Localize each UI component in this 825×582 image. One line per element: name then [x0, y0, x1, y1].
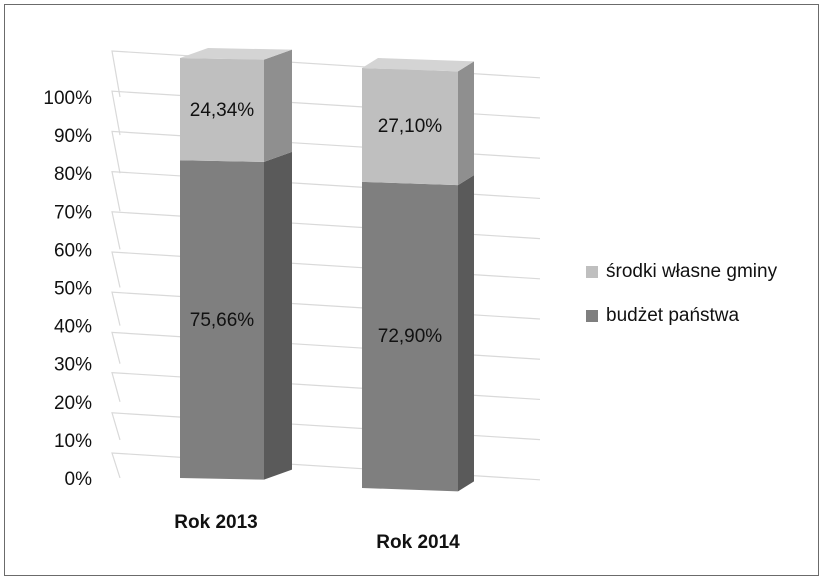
y-tick-label: 90% — [54, 126, 92, 147]
y-tick-label: 50% — [54, 279, 92, 300]
y-tick-label: 60% — [54, 240, 92, 261]
legend-label: budżet państwa — [606, 305, 740, 326]
y-tick-label: 30% — [54, 355, 92, 376]
data-label: 75,66% — [190, 310, 255, 331]
gridline — [111, 130, 541, 174]
legend-swatch — [586, 310, 598, 322]
gridline — [111, 371, 541, 402]
bar-side — [458, 175, 474, 492]
bar-segment — [362, 181, 458, 492]
x-tick-label: Rok 2014 — [376, 532, 460, 553]
x-tick-label: Rok 2013 — [174, 512, 257, 533]
data-labels: 75,66% 24,34% 72,90% 27,10% — [190, 100, 443, 347]
gridline — [111, 211, 541, 250]
bar-segment — [362, 68, 458, 186]
y-tick-label: 0% — [65, 469, 93, 490]
bar-segment — [180, 58, 264, 162]
legend: środki własne gminy budżet państwa — [586, 261, 778, 326]
y-tick-label: 40% — [54, 317, 92, 338]
y-tick-label: 80% — [54, 164, 92, 185]
data-label: 72,90% — [378, 326, 443, 347]
bar-top — [362, 58, 474, 72]
legend-swatch — [586, 266, 598, 278]
bar-top — [180, 48, 292, 60]
y-tick-label: 100% — [43, 88, 92, 109]
gridline — [111, 90, 541, 136]
bars — [180, 48, 474, 492]
data-label: 27,10% — [378, 116, 443, 137]
gridline — [111, 251, 541, 288]
bar-side — [264, 151, 292, 480]
gridline — [111, 50, 541, 98]
bar-side — [264, 49, 292, 162]
legend-label: środki własne gminy — [606, 261, 778, 282]
data-label: 24,34% — [190, 100, 255, 121]
gridlines — [111, 50, 541, 481]
x-axis: Rok 2013 Rok 2014 — [174, 512, 460, 553]
gridline — [111, 170, 541, 212]
y-tick-label: 70% — [54, 202, 92, 223]
gridline — [111, 331, 541, 364]
gridline — [111, 452, 541, 481]
y-tick-label: 20% — [54, 393, 92, 414]
y-axis: 0% 10% 20% 30% 40% 50% 60% 70% 80% 90% 100% — [43, 88, 92, 490]
bar-segment — [180, 160, 264, 480]
gridline — [111, 412, 541, 441]
gridline — [111, 291, 541, 326]
y-tick-label: 10% — [54, 431, 92, 452]
bar-side — [458, 61, 474, 186]
